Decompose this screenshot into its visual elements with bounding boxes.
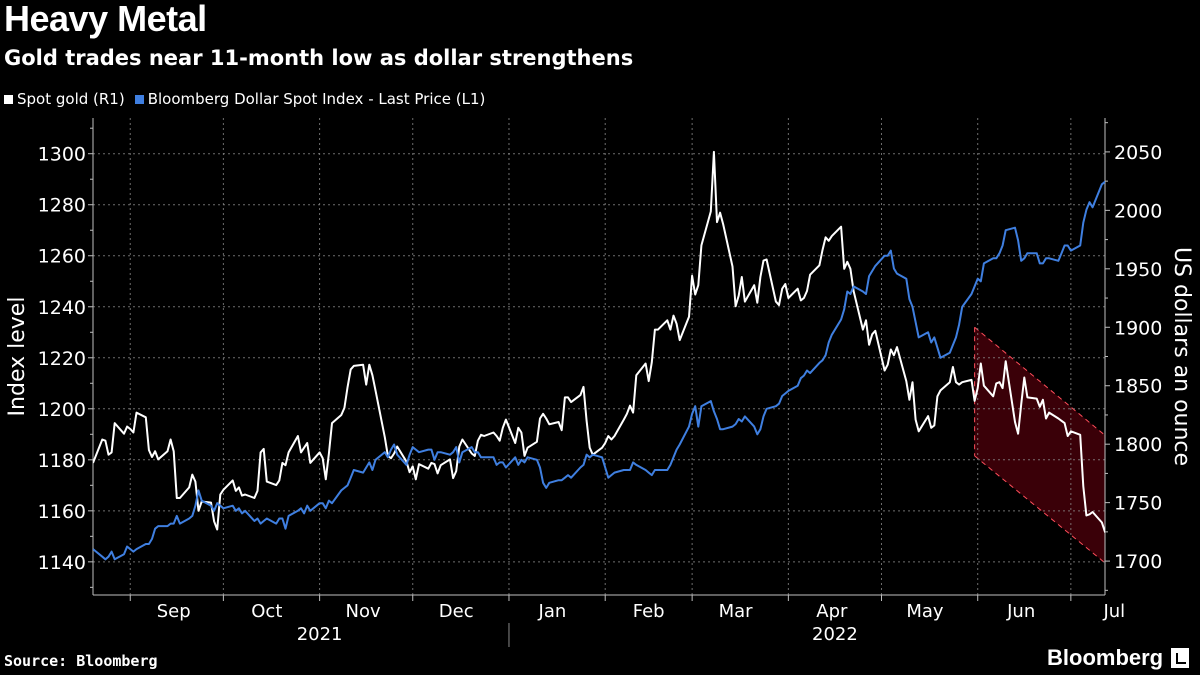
left-axis-tick-label: 1140 [38, 552, 86, 574]
left-axis-tick-label: 1160 [38, 501, 86, 523]
right-axis-title: US dollars an ounce [1169, 247, 1194, 466]
legend-item-spot-gold: Spot gold (R1) [4, 90, 125, 108]
right-axis-tick-label: 1700 [1114, 551, 1162, 573]
legend-label-spot-gold: Spot gold (R1) [17, 90, 125, 108]
chart-legend: Spot gold (R1) Bloomberg Dollar Spot Ind… [4, 90, 495, 108]
left-axis-tick-label: 1180 [38, 450, 86, 472]
x-axis-month-label: Mar [719, 601, 754, 622]
legend-item-dollar-index: Bloomberg Dollar Spot Index - Last Price… [134, 90, 486, 108]
trend-channel-upper-line [974, 326, 1105, 436]
trend-channel-lower-line [974, 455, 1105, 564]
left-axis-tick-label: 1240 [38, 297, 86, 319]
legend-swatch-dollar-index [134, 94, 144, 104]
series-line-spot-gold [93, 150, 1105, 533]
left-axis-tick-label: 1300 [38, 144, 86, 166]
x-axis-month-label: Jan [538, 601, 567, 622]
x-axis-month-label: Oct [251, 601, 282, 622]
source-note: Source: Bloomberg [4, 652, 158, 670]
x-axis-year-label: 2021 [297, 624, 343, 645]
left-axis-tick-label: 1260 [38, 246, 86, 268]
left-axis-title: Index level [5, 297, 30, 417]
x-axis-month-label: May [906, 601, 944, 622]
x-axis-year-label: 2022 [812, 624, 858, 645]
left-axis-tick-label: 1280 [38, 195, 86, 217]
x-axis-month-label: Dec [439, 601, 474, 622]
trend-channel-fill [974, 327, 1105, 563]
legend-label-dollar-index: Bloomberg Dollar Spot Index - Last Price… [147, 90, 486, 108]
right-axis-tick-label: 1900 [1114, 317, 1162, 339]
right-axis-tick-label: 2050 [1114, 142, 1162, 164]
bloomberg-logo: Bloomberg [1047, 645, 1190, 671]
chart-subtitle: Gold trades near 11-month low as dollar … [4, 46, 634, 70]
left-axis-tick-label: 1220 [38, 348, 86, 370]
x-axis-month-label: Feb [633, 601, 665, 622]
x-axis-month-label: Apr [816, 601, 848, 622]
chart-title: Heavy Metal [4, 0, 207, 39]
right-axis-tick-label: 1950 [1114, 259, 1162, 281]
left-axis-tick-label: 1200 [38, 399, 86, 421]
legend-swatch-spot-gold [4, 94, 13, 104]
x-axis-month-label: Nov [346, 601, 381, 622]
x-axis-month-label: Jul [1102, 601, 1125, 622]
x-axis-month-label: Jun [1006, 601, 1035, 622]
bloomberg-chart-icon [1171, 648, 1190, 668]
right-axis-tick-label: 1750 [1114, 493, 1162, 515]
right-axis-tick-label: 1800 [1114, 434, 1162, 456]
x-axis-month-label: Sep [157, 601, 191, 622]
series-line-dollar-index [93, 180, 1105, 561]
right-axis-tick-label: 1850 [1114, 376, 1162, 398]
bloomberg-logo-text: Bloomberg [1047, 645, 1164, 670]
right-axis-tick-label: 2000 [1114, 200, 1162, 222]
